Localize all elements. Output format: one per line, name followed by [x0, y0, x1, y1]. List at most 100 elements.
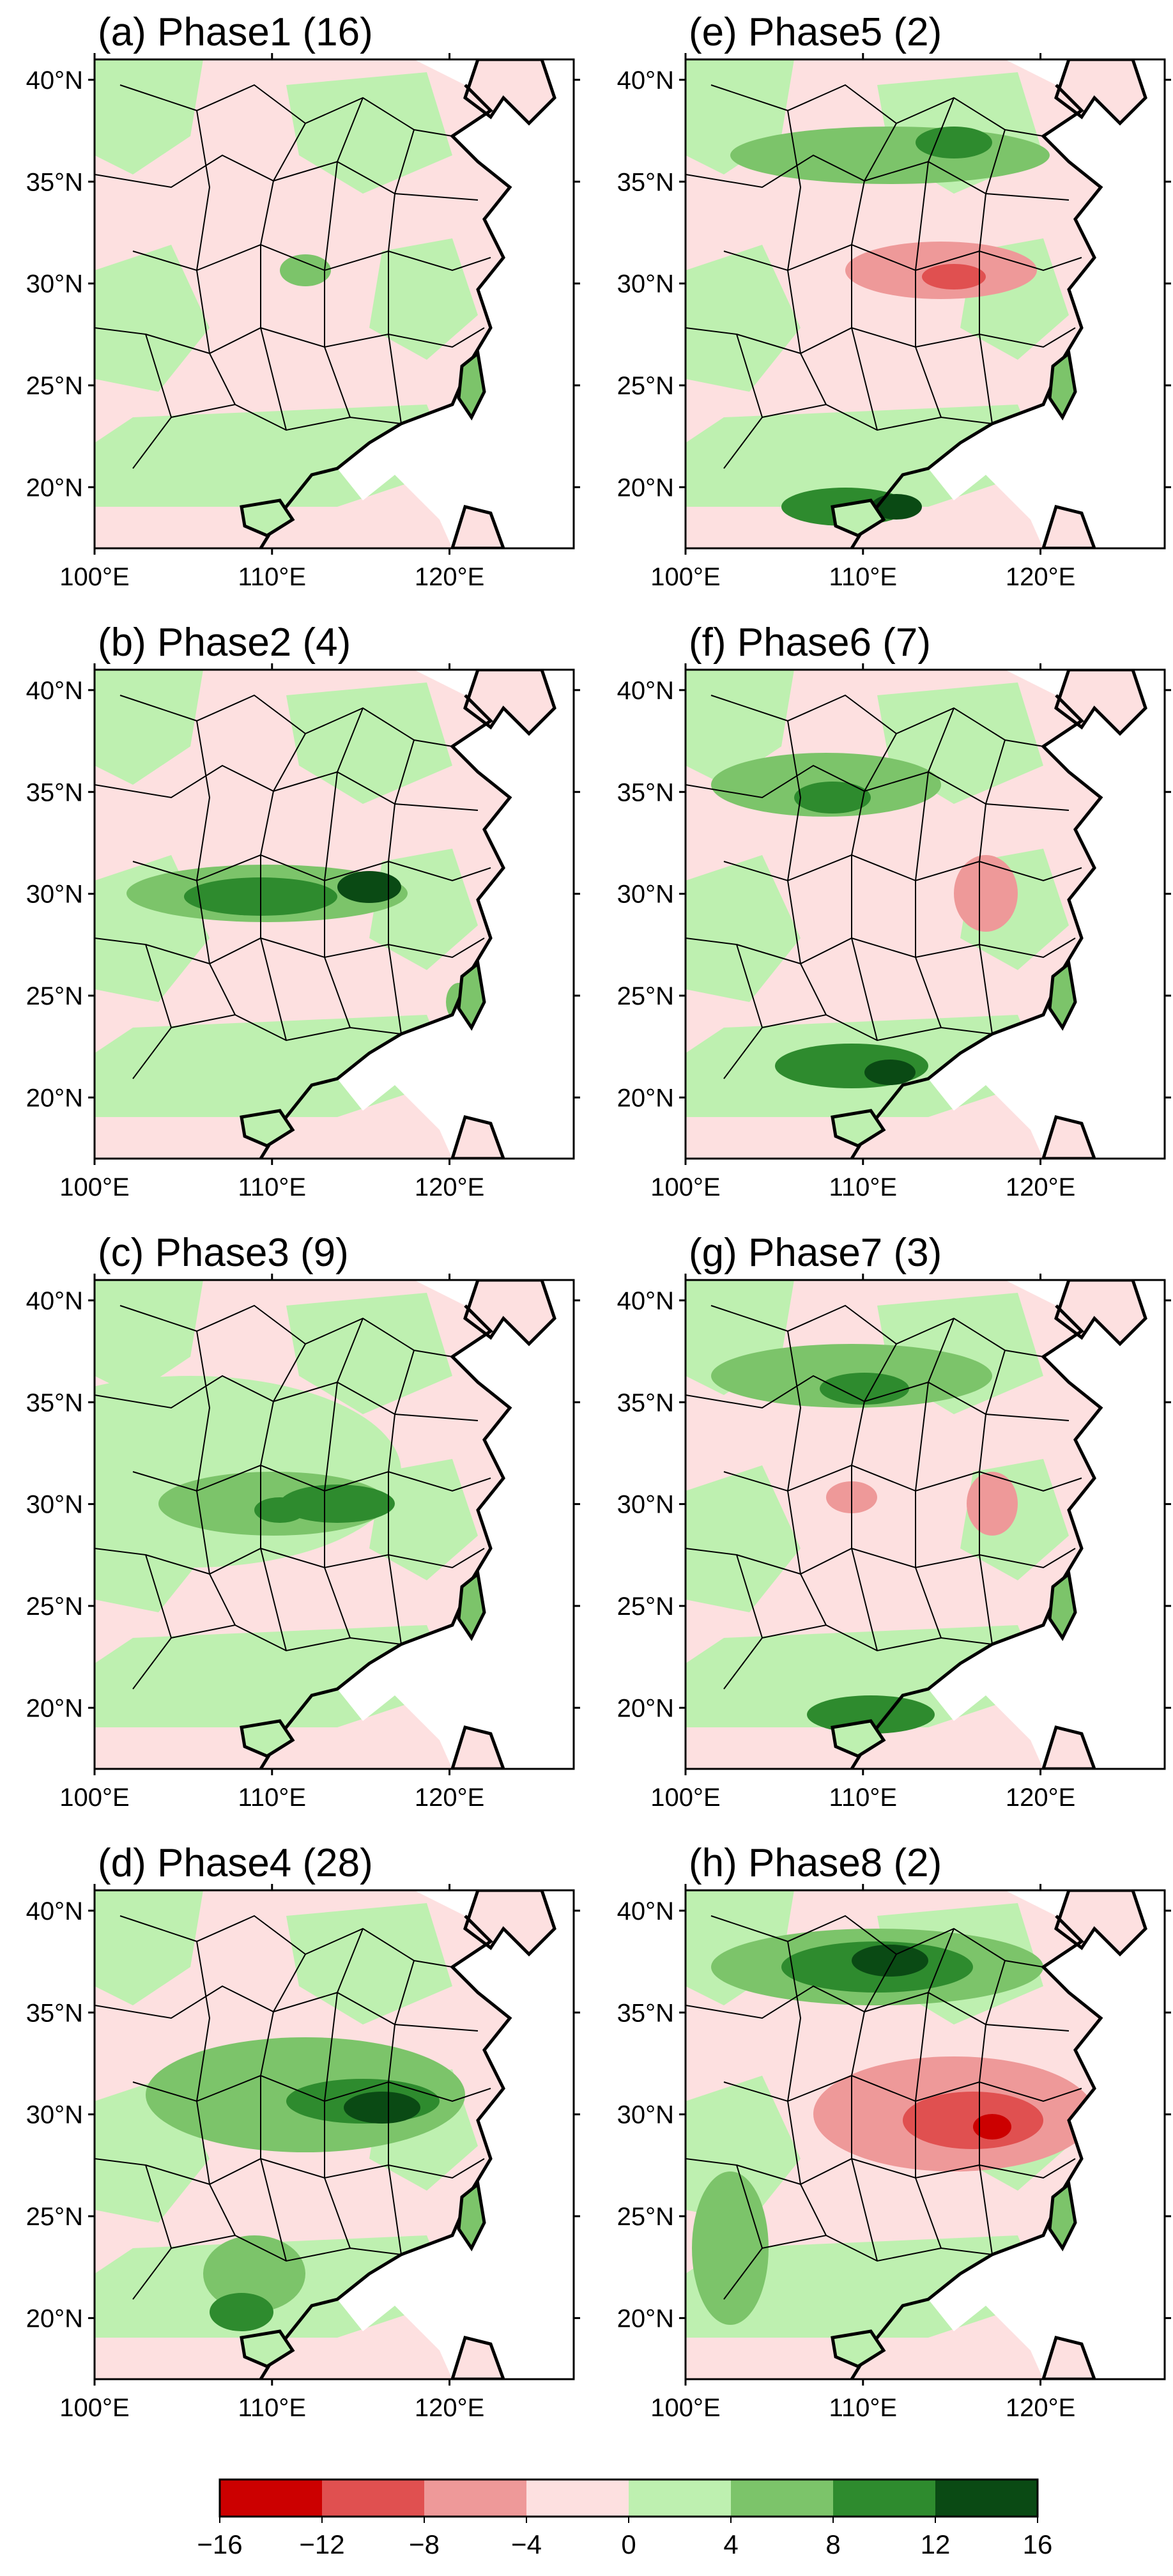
lat-tick-label: 25°N [617, 1593, 674, 1621]
lon-tick-label: 100°E [650, 2394, 720, 2422]
lon-tick-label: 120°E [1006, 1173, 1075, 1201]
map-frame [93, 1279, 575, 1770]
panel-d: (d) Phase4 (28) 40°N 35°N 30°N 25°N 20°N 100°E… [26, 1841, 580, 2422]
map-a [95, 59, 574, 548]
lat-tick-label: 30°N [617, 270, 674, 298]
lat-tick-label: 35°N [26, 1389, 83, 1417]
panel-title: (f) Phase6 (7) [689, 621, 931, 665]
lon-tick-label: 110°E [238, 1173, 306, 1201]
colorbar-label: 0 [621, 2529, 636, 2559]
lat-tick-label: 20°N [26, 474, 83, 502]
lon-tick-label: 100°E [59, 1784, 129, 1812]
map-f [686, 670, 1165, 1159]
lat-tick-label: 40°N [26, 677, 83, 705]
lat-tick-label: 25°N [617, 982, 674, 1010]
anomaly-contour [903, 2092, 1043, 2149]
lat-tick-label: 25°N [617, 2203, 674, 2231]
lat-tick-label: 30°N [26, 270, 83, 298]
lat-tick-label: 30°N [617, 1491, 674, 1519]
lon-tick-label: 100°E [650, 1173, 720, 1201]
map-frame [684, 1889, 1166, 2380]
panels: (a) Phase1 (16) 40°N 35°N 30°N 25°N 20°N 100°E… [26, 10, 1171, 2422]
colorbar-label: 8 [825, 2529, 840, 2559]
panel-title: (c) Phase3 (9) [98, 1231, 349, 1275]
lat-tick-label: 20°N [617, 1694, 674, 1722]
colorbar-segment [629, 2480, 731, 2517]
map-frame [93, 1889, 575, 2380]
map-e [686, 59, 1165, 548]
lon-tick-label: 100°E [650, 563, 720, 591]
lon-tick-label: 120°E [415, 563, 484, 591]
colorbar-segment [731, 2480, 833, 2517]
lat-tick-label: 35°N [617, 778, 674, 806]
lat-tick-label: 20°N [26, 1694, 83, 1722]
anomaly-contour [852, 1945, 928, 1977]
map-c [95, 1280, 574, 1769]
colorbar-label: 16 [1023, 2529, 1053, 2559]
lon-tick-label: 110°E [829, 563, 897, 591]
lon-tick-label: 120°E [415, 2394, 484, 2422]
colorbar-segment [935, 2480, 1038, 2517]
colorbar-label: 4 [723, 2529, 738, 2559]
panel-e: (e) Phase5 (2) 40°N 35°N 30°N 25°N 20°N 100°E 1… [617, 10, 1171, 591]
map-b [95, 670, 574, 1159]
lat-tick-label: 35°N [617, 1999, 674, 2027]
lon-tick-label: 120°E [1006, 563, 1075, 591]
lat-tick-label: 30°N [26, 881, 83, 909]
colorbar-segment [526, 2480, 629, 2517]
colorbar-segment [424, 2480, 526, 2517]
panel-g: (g) Phase7 (3) 40°N 35°N 30°N 25°N 20°N 100°E 1… [617, 1231, 1171, 1812]
anomaly-contour [337, 871, 401, 903]
anomaly-contour [820, 1373, 909, 1405]
colorbar-segment [220, 2480, 322, 2517]
lat-tick-label: 40°N [617, 677, 674, 705]
map-frame [684, 1279, 1166, 1770]
map-frame [93, 58, 575, 550]
anomaly-contour [344, 2092, 420, 2124]
lat-tick-label: 20°N [26, 2304, 83, 2333]
lon-tick-label: 110°E [829, 2394, 897, 2422]
lon-tick-label: 110°E [238, 563, 306, 591]
anomaly-contour [916, 127, 992, 158]
lat-tick-label: 25°N [617, 372, 674, 400]
lat-tick-label: 25°N [26, 1593, 83, 1621]
lon-tick-label: 120°E [415, 1173, 484, 1201]
lat-tick-label: 20°N [617, 474, 674, 502]
lat-tick-label: 25°N [26, 372, 83, 400]
panel-c: (c) Phase3 (9) 40°N 35°N 30°N 25°N 20°N 100°E 1… [26, 1231, 580, 1812]
anomaly-contour [973, 2114, 1011, 2140]
lat-tick-label: 30°N [26, 1491, 83, 1519]
map-frame [684, 668, 1166, 1160]
colorbar-label: −8 [409, 2529, 440, 2559]
lat-tick-label: 40°N [617, 66, 674, 95]
lon-tick-label: 100°E [59, 2394, 129, 2422]
colorbar-label: −16 [197, 2529, 242, 2559]
lat-tick-label: 40°N [617, 1287, 674, 1315]
panel-title: (h) Phase8 (2) [689, 1841, 942, 1885]
map-frame [93, 668, 575, 1160]
anomaly-contour [203, 2235, 305, 2312]
lon-tick-label: 100°E [59, 1173, 129, 1201]
lat-tick-label: 40°N [617, 1897, 674, 1925]
colorbar-segment [322, 2480, 424, 2517]
lat-tick-label: 20°N [617, 1084, 674, 1112]
panel-b: (b) Phase2 (4) 40°N 35°N 30°N 25°N 20°N 100°E 1… [26, 621, 580, 1201]
panel-title: (a) Phase1 (16) [98, 10, 373, 54]
anomaly-contour [254, 1497, 305, 1523]
panel-h: (h) Phase8 (2) 40°N 35°N 30°N 25°N 20°N 100°E 1… [617, 1841, 1171, 2422]
anomaly-contour [210, 2293, 273, 2331]
map-g [686, 1280, 1165, 1769]
panel-title: (e) Phase5 (2) [689, 10, 942, 54]
lon-tick-label: 110°E [829, 1173, 897, 1201]
panel-f: (f) Phase6 (7) 40°N 35°N 30°N 25°N 20°N 100°E 1… [617, 621, 1171, 1201]
anomaly-contour [807, 1695, 935, 1734]
lon-tick-label: 110°E [829, 1784, 897, 1812]
anomaly-contour [692, 2171, 769, 2325]
lon-tick-label: 120°E [415, 1784, 484, 1812]
lat-tick-label: 20°N [26, 1084, 83, 1112]
lat-tick-label: 20°N [617, 2304, 674, 2333]
lon-tick-label: 110°E [238, 1784, 306, 1812]
colorbar-segment [833, 2480, 935, 2517]
lat-tick-label: 30°N [26, 2101, 83, 2129]
